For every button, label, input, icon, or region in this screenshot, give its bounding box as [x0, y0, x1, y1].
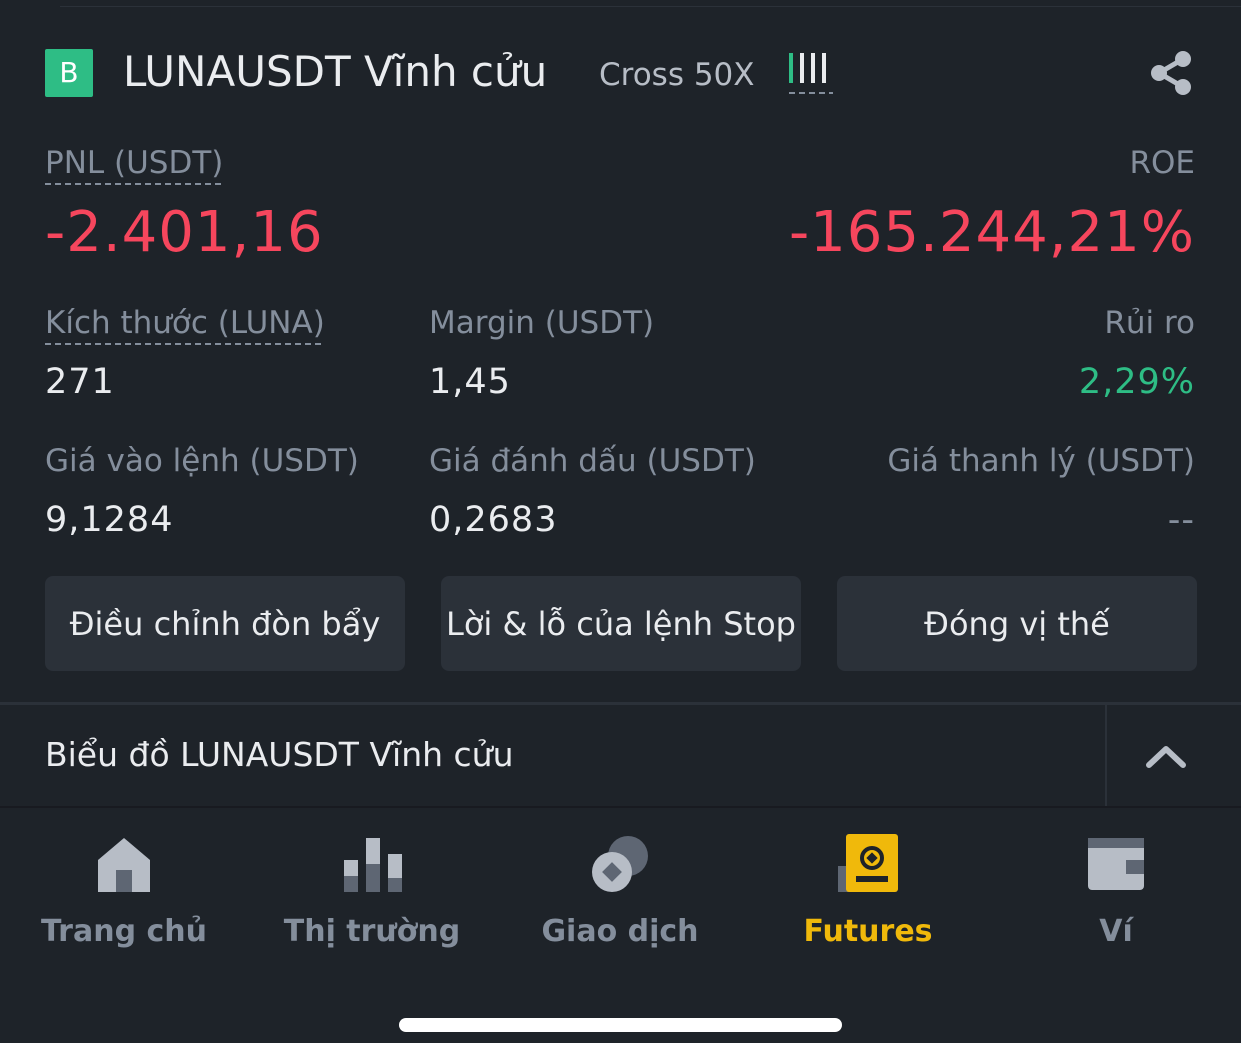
nav-label-home: Trang chủ [41, 914, 207, 949]
adl-indicator-icon[interactable] [789, 51, 835, 97]
entry-price-value: 9,1284 [45, 500, 174, 540]
close-position-button[interactable]: Đóng vị thế [837, 576, 1197, 671]
pnl-value: -2.401,16 [45, 200, 324, 265]
vertical-divider [1105, 705, 1107, 806]
bottom-nav: Trang chủ Thị trường Giao dịch Futures [0, 806, 1241, 1043]
symbol-title[interactable]: LUNAUSDT Vĩnh cửu [123, 47, 548, 96]
liq-price-label: Giá thanh lý (USDT) [887, 443, 1195, 479]
adjust-leverage-button[interactable]: Điều chỉnh đòn bẩy [45, 576, 405, 671]
futures-icon [838, 834, 898, 892]
margin-value: 1,45 [429, 362, 511, 402]
nav-label-wallet: Ví [1099, 914, 1133, 949]
position-header: B LUNAUSDT Vĩnh cửu Cross 50X [45, 47, 1195, 97]
wallet-icon [1088, 838, 1144, 890]
trade-icon [592, 836, 648, 892]
risk-value: 2,29% [1078, 362, 1195, 402]
nav-item-trade[interactable]: Giao dịch [496, 834, 744, 954]
share-icon[interactable] [1147, 49, 1195, 97]
liq-price-value: -- [1167, 500, 1195, 540]
entry-price-label: Giá vào lệnh (USDT) [45, 443, 359, 479]
nav-label-trade: Giao dịch [541, 914, 699, 949]
markets-icon [344, 838, 402, 892]
section-divider [0, 702, 1241, 705]
nav-item-futures[interactable]: Futures [744, 834, 992, 954]
size-label[interactable]: Kích thước (LUNA) [45, 305, 325, 345]
side-badge: B [45, 49, 93, 97]
chart-section-title: Biểu đồ LUNAUSDT Vĩnh cửu [45, 735, 514, 774]
nav-item-markets[interactable]: Thị trường [248, 834, 496, 954]
risk-label: Rủi ro [1104, 305, 1195, 341]
top-divider [60, 6, 1241, 7]
nav-label-futures: Futures [803, 914, 933, 949]
nav-item-wallet[interactable]: Ví [992, 834, 1240, 954]
leverage-label: Cross 50X [599, 57, 755, 93]
mark-price-value: 0,2683 [429, 500, 558, 540]
nav-item-home[interactable]: Trang chủ [0, 834, 248, 954]
home-indicator[interactable] [399, 1018, 842, 1032]
tp-sl-button[interactable]: Lời & lỗ của lệnh Stop [441, 576, 801, 671]
roe-value: -165.244,21% [788, 200, 1195, 265]
roe-label: ROE [1129, 145, 1195, 181]
nav-label-markets: Thị trường [283, 914, 461, 949]
chevron-up-icon[interactable] [1143, 735, 1189, 781]
chart-section-header[interactable]: Biểu đồ LUNAUSDT Vĩnh cửu [0, 705, 1241, 806]
pnl-label[interactable]: PNL (USDT) [45, 145, 224, 185]
home-icon [98, 838, 150, 892]
size-value: 271 [45, 362, 115, 402]
mark-price-label: Giá đánh dấu (USDT) [429, 443, 756, 479]
margin-label: Margin (USDT) [429, 305, 655, 341]
